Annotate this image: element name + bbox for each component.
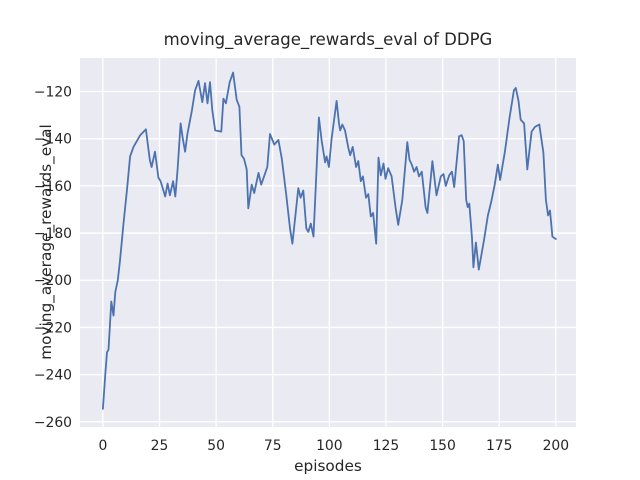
reward-line-series xyxy=(102,71,557,410)
x-tick-label: 150 xyxy=(429,438,456,454)
y-tick-label: −200 xyxy=(34,273,72,289)
chart-title: moving_average_rewards_eval of DDPG xyxy=(164,30,493,50)
x-tick-label: 175 xyxy=(486,438,513,454)
y-tick-label: −220 xyxy=(34,320,72,336)
series-layer xyxy=(102,71,557,410)
x-axis-label: episodes xyxy=(294,457,362,475)
plot-area xyxy=(80,58,576,427)
y-tick-label: −160 xyxy=(34,179,72,195)
y-tick-label: −180 xyxy=(34,226,72,242)
x-tick-label: 50 xyxy=(207,438,225,454)
y-tick-label: −140 xyxy=(34,132,72,148)
y-tick-label: −260 xyxy=(34,415,72,431)
x-tick-label: 25 xyxy=(151,438,169,454)
x-tick-label: 200 xyxy=(543,438,570,454)
y-tick-label: −120 xyxy=(34,85,72,101)
tick-layer: 0 25 50 75 100 125 150 175 200 −120 −140 −160 −180 −2… xyxy=(34,85,569,454)
x-tick-label: 100 xyxy=(316,438,343,454)
x-tick-label: 0 xyxy=(98,438,107,454)
y-axis-label: moving_average_rewards_eval xyxy=(37,124,56,360)
y-tick-label: −240 xyxy=(34,368,72,384)
x-tick-label: 125 xyxy=(373,438,400,454)
x-tick-label: 75 xyxy=(264,438,282,454)
